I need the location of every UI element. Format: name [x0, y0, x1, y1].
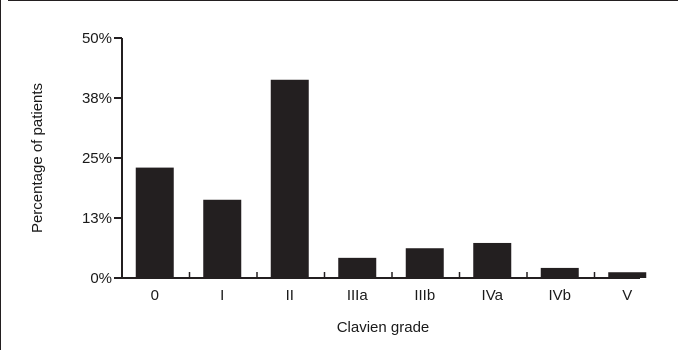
x-tick-label: IVa — [482, 287, 504, 304]
y-tick-label: 38% — [82, 90, 112, 107]
x-tick-label: I — [220, 287, 224, 304]
bars — [135, 79, 647, 278]
y-axis — [114, 37, 123, 279]
bar-IVb — [540, 267, 579, 278]
bar-IVa — [473, 242, 512, 278]
y-tick-label: 25% — [82, 150, 112, 167]
bar-V — [608, 272, 647, 278]
x-tick-label: 0 — [151, 287, 159, 304]
x-tick-label: V — [622, 287, 632, 304]
bar-0 — [135, 167, 174, 278]
bar-IIIa — [338, 257, 377, 278]
x-tick-label: II — [286, 287, 294, 304]
x-tick-label: IVb — [548, 287, 571, 304]
x-tick-label: IIIa — [347, 287, 369, 304]
y-tick-labels: 0% 13% 25% 38% 50% — [82, 30, 112, 287]
y-tick-label: 13% — [82, 210, 112, 227]
bar-I — [203, 199, 242, 278]
x-tick-label: IIIb — [414, 287, 435, 304]
bar-II — [270, 79, 309, 278]
bar-IIIb — [405, 248, 444, 278]
y-tick-label: 0% — [90, 270, 112, 287]
y-tick-label: 50% — [82, 30, 112, 47]
y-axis-title: Percentage of patients — [29, 83, 46, 233]
x-tick-labels: 0 I II IIIa IIIb IVa IVb V — [151, 287, 633, 304]
x-axis-title: Clavien grade — [337, 319, 430, 336]
